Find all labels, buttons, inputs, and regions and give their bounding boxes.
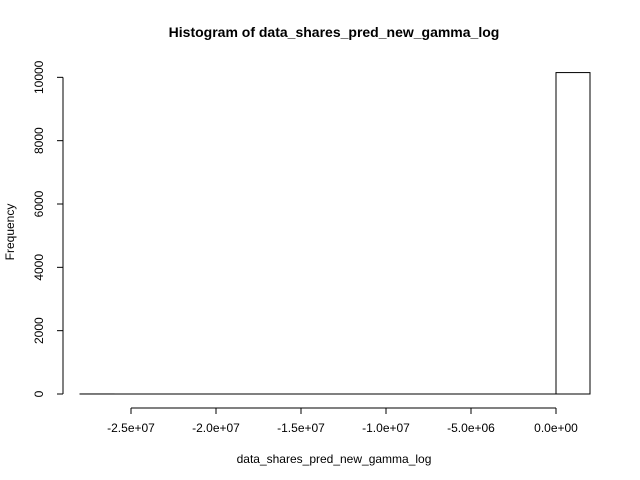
x-tick-label: 0.0e+00 xyxy=(534,421,578,435)
x-tick-label: -1.5e+07 xyxy=(277,421,325,435)
x-axis-label: data_shares_pred_new_gamma_log xyxy=(237,452,432,466)
histogram-bars xyxy=(79,72,591,395)
x-tick-label: -5.0e+06 xyxy=(447,421,495,435)
y-tick-label: 4000 xyxy=(32,254,46,281)
y-axis: 0 2000 4000 6000 8000 10000 xyxy=(32,60,64,397)
x-tick-label: -2.0e+07 xyxy=(192,421,240,435)
y-tick-label: 0 xyxy=(32,390,46,397)
y-tick-label: 6000 xyxy=(32,190,46,217)
y-tick-label: 2000 xyxy=(32,317,46,344)
y-tick-label: 8000 xyxy=(32,127,46,154)
histogram-bar-14 xyxy=(555,72,591,395)
x-tick-label: -2.5e+07 xyxy=(107,421,155,435)
x-tick-label: -1.0e+07 xyxy=(362,421,410,435)
chart-title: Histogram of data_shares_pred_new_gamma_… xyxy=(169,24,500,40)
x-axis: -2.5e+07 -2.0e+07 -1.5e+07 -1.0e+07 -5.0e+06… xyxy=(107,407,578,435)
y-tick-label: 10000 xyxy=(32,60,46,94)
y-axis-label: Frequency xyxy=(3,204,17,261)
